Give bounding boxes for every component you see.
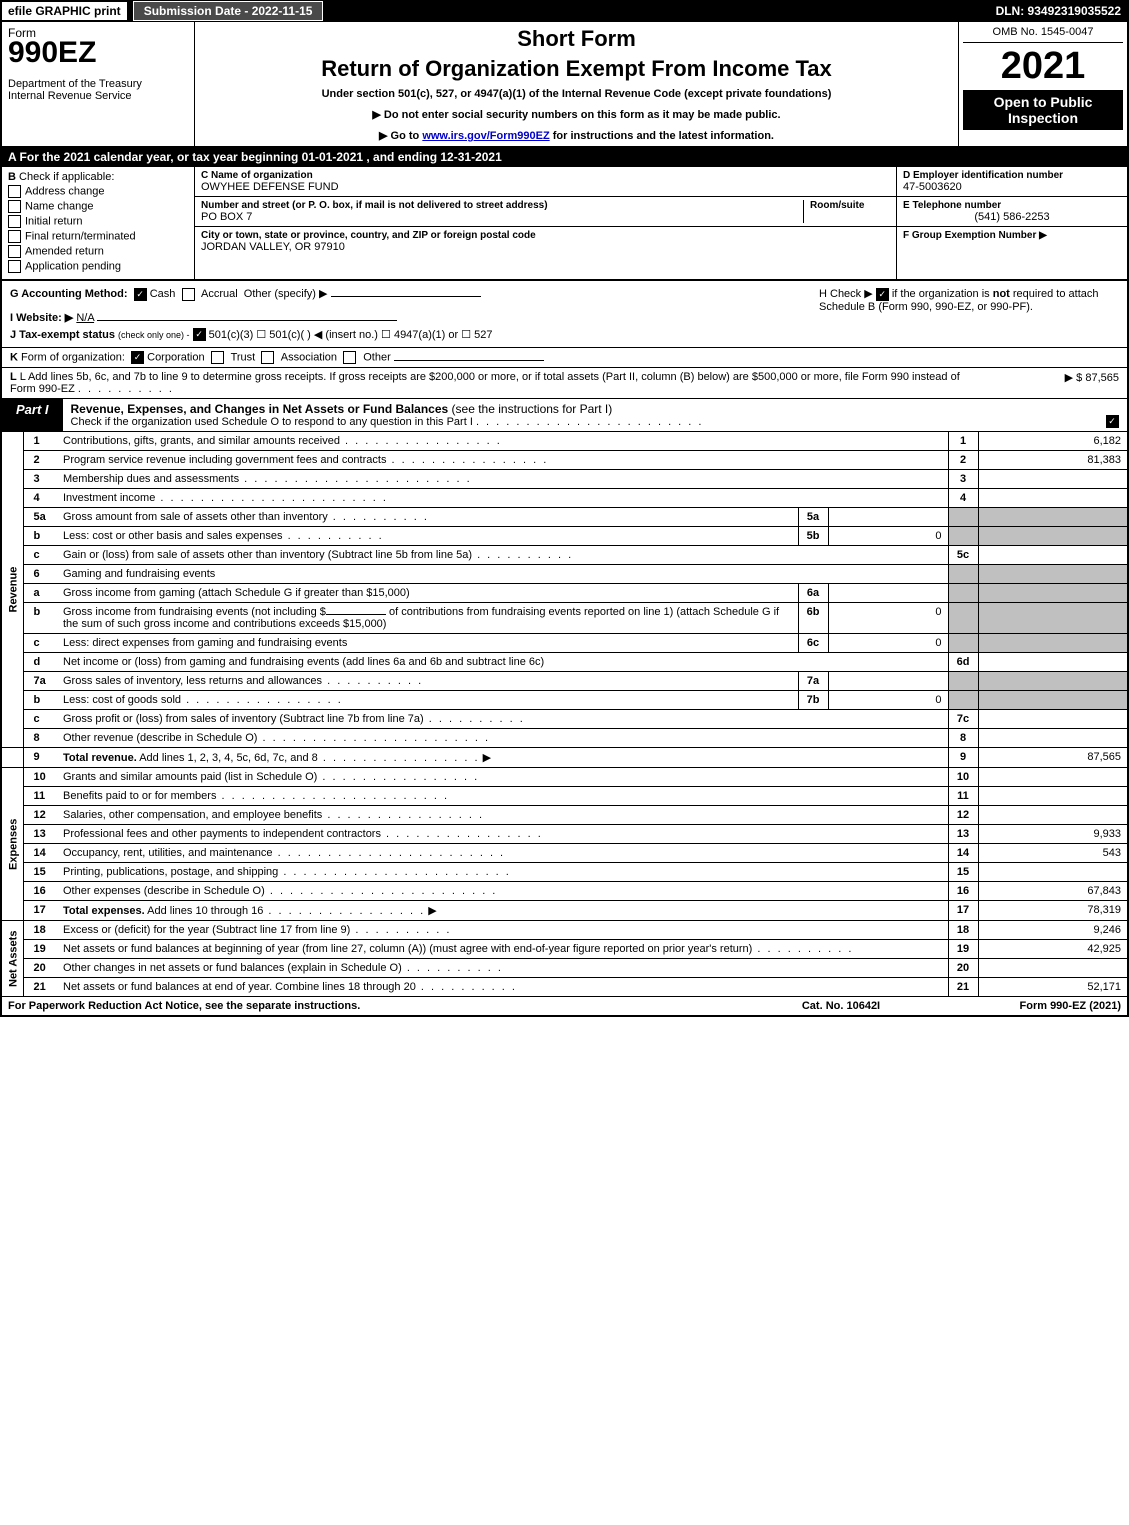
checkbox-empty[interactable] (182, 288, 195, 301)
line-16-amount: 67,843 (978, 882, 1128, 901)
telephone-value: (541) 586-2253 (903, 211, 1121, 223)
line-14-amount: 543 (978, 844, 1128, 863)
checkbox-checked: ✓ (1106, 415, 1119, 428)
tax-year: 2021 (963, 45, 1123, 88)
line-19-amount: 42,925 (978, 940, 1128, 959)
warn-ssn: ▶ Do not enter social security numbers o… (205, 108, 948, 121)
dept-label: Department of the Treasury (8, 78, 188, 90)
checkbox-empty[interactable] (8, 185, 21, 198)
under-section: Under section 501(c), 527, or 4947(a)(1)… (205, 88, 948, 100)
line-9-amount: 87,565 (978, 748, 1128, 768)
info-grid: B Check if applicable: Address change Na… (0, 167, 1129, 281)
checkbox-checked: ✓ (876, 288, 889, 301)
line-18-amount: 9,246 (978, 921, 1128, 940)
irs-link[interactable]: www.irs.gov/Form990EZ (422, 130, 549, 142)
g-h-section: G Accounting Method: ✓ Cash Accrual Othe… (0, 281, 1129, 348)
submission-date: Submission Date - 2022-11-15 (133, 1, 324, 21)
revenue-table: Revenue 1 Contributions, gifts, grants, … (0, 432, 1129, 997)
irs-label: Internal Revenue Service (8, 90, 188, 102)
checkbox-checked: ✓ (131, 351, 144, 364)
l-row: L L Add lines 5b, 6c, and 7b to line 9 t… (0, 368, 1129, 399)
checkbox-empty[interactable] (8, 245, 21, 258)
checkbox-empty[interactable] (8, 260, 21, 273)
k-row: K Form of organization: ✓ Corporation Tr… (0, 348, 1129, 368)
form-header: Form 990EZ Department of the Treasury In… (0, 22, 1129, 148)
expenses-side-label: Expenses (1, 768, 23, 921)
col-c: C Name of organization OWYHEE DEFENSE FU… (195, 167, 897, 279)
section-a: A For the 2021 calendar year, or tax yea… (0, 148, 1129, 167)
line-1-amount: 6,182 (978, 432, 1128, 451)
checkbox-checked: ✓ (193, 328, 206, 341)
part-1-header: Part I Revenue, Expenses, and Changes in… (0, 399, 1129, 432)
org-name: OWYHEE DEFENSE FUND (201, 181, 890, 193)
org-address: PO BOX 7 (201, 211, 803, 223)
header-left: Form 990EZ Department of the Treasury In… (2, 22, 195, 146)
header-center: Short Form Return of Organization Exempt… (195, 22, 959, 146)
inspection-box: Open to Public Inspection (963, 90, 1123, 130)
short-form-title: Short Form (205, 26, 948, 52)
col-d: D Employer identification number 47-5003… (897, 167, 1127, 279)
checkbox-empty[interactable] (8, 230, 21, 243)
form-number: 990EZ (8, 36, 188, 70)
org-city: JORDAN VALLEY, OR 97910 (201, 241, 890, 253)
checkbox-empty[interactable] (8, 215, 21, 228)
top-bar: efile GRAPHIC print Submission Date - 20… (0, 0, 1129, 22)
line-21-amount: 52,171 (978, 978, 1128, 997)
revenue-side-label: Revenue (1, 432, 23, 748)
part-1-tab: Part I (2, 399, 63, 431)
ein-value: 47-5003620 (903, 181, 1121, 193)
checkbox-empty[interactable] (8, 200, 21, 213)
net-assets-side-label: Net Assets (1, 921, 23, 997)
line-17-amount: 78,319 (978, 901, 1128, 921)
warn-link: ▶ Go to www.irs.gov/Form990EZ for instru… (205, 129, 948, 142)
paperwork-notice: For Paperwork Reduction Act Notice, see … (8, 1000, 741, 1012)
footer: For Paperwork Reduction Act Notice, see … (0, 997, 1129, 1017)
checkbox-checked: ✓ (134, 288, 147, 301)
line-13-amount: 9,933 (978, 825, 1128, 844)
header-right: OMB No. 1545-0047 2021 Open to Public In… (959, 22, 1127, 146)
line-2-amount: 81,383 (978, 451, 1128, 470)
efile-label: efile GRAPHIC print (0, 0, 129, 22)
return-title: Return of Organization Exempt From Incom… (205, 56, 948, 82)
l-amount: ▶ $ 87,565 (979, 371, 1119, 395)
website-value: N/A (76, 312, 94, 324)
dln-label: DLN: 93492319035522 (996, 4, 1129, 18)
col-b: B Check if applicable: Address change Na… (2, 167, 195, 279)
cat-no: Cat. No. 10642I (741, 1000, 941, 1012)
omb-number: OMB No. 1545-0047 (963, 26, 1123, 43)
